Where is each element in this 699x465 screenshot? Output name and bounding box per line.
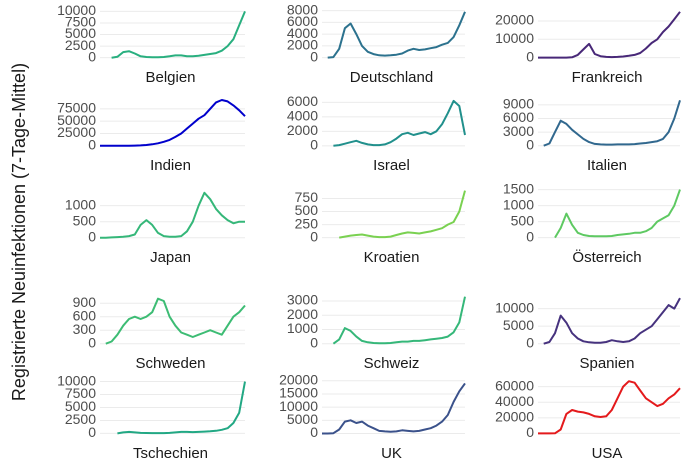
y-tick-label: 7500 xyxy=(65,385,96,401)
y-tick-label: 0 xyxy=(526,334,534,350)
y-tick-label: 1000 xyxy=(65,196,96,212)
y-tick-label: 0 xyxy=(310,137,318,153)
series-line xyxy=(543,297,681,345)
panel-title: Italien xyxy=(587,157,627,174)
y-tick-label: 1000 xyxy=(287,320,318,336)
series-line xyxy=(538,380,681,435)
y-tick-label: 900 xyxy=(73,294,97,310)
series-line xyxy=(100,99,246,147)
panel-title: Indien xyxy=(150,157,191,174)
panel-title: Deutschland xyxy=(350,69,433,86)
panel-title: Schweiz xyxy=(364,355,420,372)
y-tick-label: 10000 xyxy=(495,30,534,46)
panel-title: Kroatien xyxy=(364,249,420,266)
y-tick-label: 0 xyxy=(526,228,534,244)
y-tick-label: 0 xyxy=(310,334,318,350)
series-line xyxy=(538,11,681,59)
y-tick-label: 4000 xyxy=(287,25,318,41)
panel-title: Österreich xyxy=(572,248,641,266)
panel-title: UK xyxy=(381,445,402,462)
y-tick-label: 500 xyxy=(295,202,319,218)
series-line xyxy=(105,297,246,345)
y-tick-label: 6000 xyxy=(503,109,534,125)
y-tick-label: 0 xyxy=(88,334,96,350)
y-tick-label: 250 xyxy=(295,215,319,231)
series-line xyxy=(100,191,245,239)
y-tick-label: 5000 xyxy=(503,317,534,333)
y-tick-label: 2000 xyxy=(287,37,318,53)
y-tick-label: 8000 xyxy=(287,1,318,17)
panel-title: USA xyxy=(592,445,623,462)
y-tick-label: 0 xyxy=(88,228,96,244)
y-tick-label: 2000 xyxy=(287,306,318,322)
y-tick-label: 0 xyxy=(310,228,318,244)
panel-title: Spanien xyxy=(579,355,634,372)
y-tick-label: 5000 xyxy=(287,411,318,427)
y-tick-label: 0 xyxy=(88,424,96,440)
panel-title: Tschechien xyxy=(133,445,208,462)
series-line xyxy=(543,100,681,147)
y-tick-label: 750 xyxy=(295,189,319,205)
y-tick-label: 0 xyxy=(310,48,318,64)
y-tick-label: 20000 xyxy=(279,371,318,387)
y-tick-label: 1000 xyxy=(503,196,534,212)
y-tick-label: 2500 xyxy=(65,411,96,427)
y-tick-label: 2000 xyxy=(287,122,318,138)
panel-title: Schweden xyxy=(135,355,205,372)
series-line xyxy=(327,11,466,59)
y-tick-label: 0 xyxy=(526,424,534,440)
y-tick-label: 0 xyxy=(526,136,534,152)
y-tick-label: 3000 xyxy=(287,292,318,308)
y-tick-label: 500 xyxy=(511,212,535,228)
series-line xyxy=(339,190,466,239)
panel-title: Israel xyxy=(373,157,410,174)
series-line xyxy=(333,99,466,147)
y-tick-label: 40000 xyxy=(495,393,534,409)
y-tick-label: 10000 xyxy=(57,2,96,18)
y-tick-label: 7500 xyxy=(65,14,96,30)
y-tick-label: 2500 xyxy=(65,37,96,53)
y-tick-label: 50000 xyxy=(57,112,96,128)
y-tick-label: 60000 xyxy=(495,377,534,393)
y-tick-label: 0 xyxy=(526,48,534,64)
y-tick-label: 6000 xyxy=(287,93,318,109)
panel-title: Frankreich xyxy=(572,69,643,86)
y-tick-label: 6000 xyxy=(287,13,318,29)
panel-title: Japan xyxy=(150,249,191,266)
y-tick-label: 10000 xyxy=(495,299,534,315)
y-tick-label: 0 xyxy=(310,424,318,440)
series-line xyxy=(117,381,246,435)
y-tick-label: 0 xyxy=(88,48,96,64)
series-line xyxy=(111,11,246,59)
y-axis-label: Registrierte Neuinfektionen (7-Tage-Mitt… xyxy=(9,63,29,401)
y-tick-label: 5000 xyxy=(65,25,96,41)
y-tick-label: 15000 xyxy=(279,385,318,401)
y-tick-label: 10000 xyxy=(57,372,96,388)
series-line xyxy=(322,382,466,435)
y-tick-label: 300 xyxy=(73,321,97,337)
y-tick-label: 5000 xyxy=(65,398,96,414)
y-tick-label: 20000 xyxy=(495,12,534,28)
y-tick-label: 0 xyxy=(88,136,96,152)
y-tick-label: 10000 xyxy=(279,398,318,414)
series-line xyxy=(332,296,466,345)
y-tick-label: 9000 xyxy=(503,96,534,112)
y-tick-label: 600 xyxy=(73,307,97,323)
y-tick-label: 25000 xyxy=(57,124,96,140)
y-tick-label: 75000 xyxy=(57,100,96,116)
y-tick-label: 1500 xyxy=(503,180,534,196)
series-line xyxy=(554,189,681,239)
y-tick-label: 3000 xyxy=(503,123,534,139)
panel-title: Belgien xyxy=(145,69,195,86)
y-tick-label: 20000 xyxy=(495,409,534,425)
y-tick-label: 4000 xyxy=(287,108,318,124)
y-tick-label: 500 xyxy=(73,212,97,228)
